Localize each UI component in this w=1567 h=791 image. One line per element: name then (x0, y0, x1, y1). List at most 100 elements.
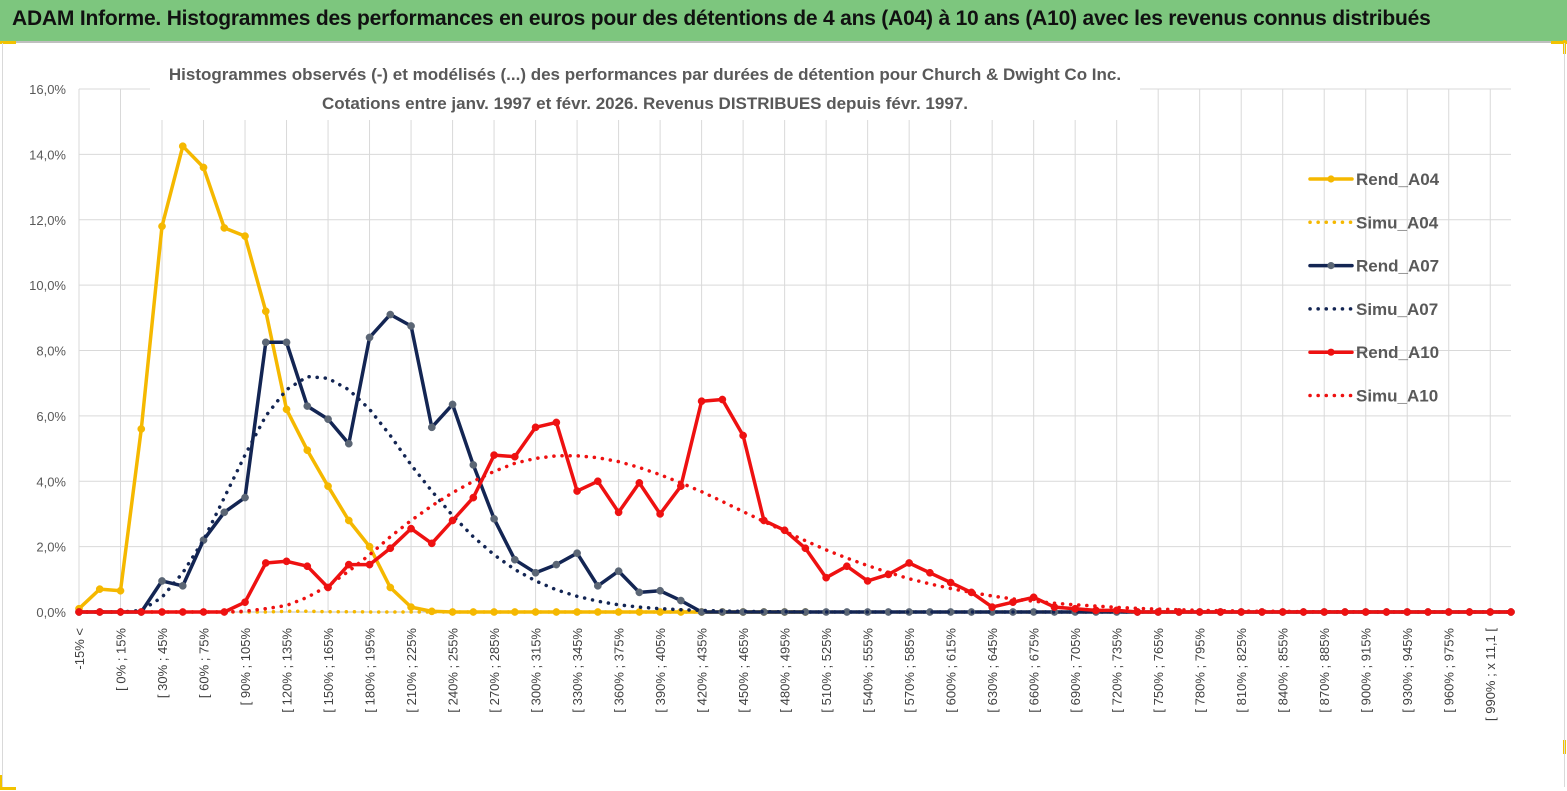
data-point-rend-a10 (531, 423, 540, 432)
y-tick-label: 8,0% (36, 344, 66, 359)
data-point-rend-a04 (199, 163, 208, 172)
data-point-rend-a04 (95, 585, 104, 593)
data-point-rend-a07 (407, 322, 415, 330)
chart-title-line2: Cotations entre janv. 1997 et févr. 2026… (322, 94, 968, 113)
data-point-rend-a10 (1071, 604, 1080, 613)
x-tick-label: [ 390% ; 405% (653, 628, 668, 713)
x-tick-label: [ 90% ; 105% (238, 628, 253, 706)
data-point-rend-a07 (158, 577, 166, 585)
data-point-rend-a04 (324, 482, 332, 491)
x-tick-label: [ 870% ; 885% (1317, 628, 1332, 713)
x-tick-label: [ 810% ; 825% (1234, 628, 1249, 713)
x-tick-label: [ 510% ; 525% (819, 628, 834, 713)
x-tick-label: [ 450% ; 465% (736, 628, 751, 713)
data-point-rend-a10 (843, 562, 851, 571)
data-point-rend-a07 (427, 423, 436, 432)
data-point-rend-a04 (261, 307, 270, 316)
data-point-rend-a10 (1133, 608, 1142, 616)
data-point-rend-a10 (261, 559, 270, 567)
series-layer (75, 142, 1515, 616)
data-point-rend-a10 (822, 573, 830, 582)
data-point-rend-a10 (739, 431, 747, 440)
data-point-rend-a10 (241, 598, 249, 607)
data-point-rend-a07 (531, 568, 540, 577)
x-tick-label: [ 600% ; 615% (944, 628, 959, 713)
data-point-rend-a10 (905, 559, 913, 567)
corner-mark-top-right (1551, 41, 1567, 44)
data-point-rend-a04 (178, 142, 187, 151)
series-line-simu-a07 (77, 374, 1513, 614)
x-tick-label: [ 720% ; 735% (1110, 628, 1125, 713)
data-point-rend-a10 (614, 508, 623, 517)
legend-label-simu-a04: Simu_A04 (1356, 213, 1439, 232)
legend-label-simu-a10: Simu_A10 (1356, 387, 1438, 406)
data-point-rend-a07 (261, 338, 270, 347)
series-line-rend-a07 (77, 312, 1513, 614)
series-line-simu-a10 (77, 454, 1513, 614)
x-tick-label: [ 750% ; 765% (1151, 628, 1166, 713)
data-point-rend-a04 (365, 542, 374, 551)
data-point-rend-a04 (386, 583, 395, 592)
data-point-rend-a04 (344, 516, 353, 525)
data-point-rend-a04 (407, 603, 415, 611)
x-tick-label: [ 300% ; 315% (529, 628, 544, 713)
data-point-rend-a07 (344, 439, 353, 448)
x-tick-label: [ 840% ; 855% (1276, 628, 1291, 713)
data-point-rend-a10 (552, 418, 561, 427)
x-tick-label: [ 60% ; 75% (197, 628, 212, 699)
x-tick-label: [ 150% ; 165% (321, 628, 336, 713)
data-point-rend-a10 (656, 510, 664, 518)
data-point-rend-a07 (448, 400, 457, 409)
data-point-rend-a10 (344, 560, 353, 569)
data-point-rend-a10 (801, 544, 810, 553)
y-axis: 0,0% 2,0% 4,0% 6,0% 8,0% 10,0% 12,0% 14,0% 16,0% (29, 82, 66, 620)
legend-marker (1327, 262, 1335, 270)
x-tick-label: [ 960% ; 975% (1442, 628, 1457, 713)
x-tick-label: [ 540% ; 555% (861, 628, 876, 713)
legend: Rend_A04 Simu_A04 Rend_A07 Simu_A07 Rend_A10… (1308, 170, 1440, 406)
data-point-rend-a04 (158, 222, 166, 231)
data-point-rend-a10 (1092, 606, 1100, 615)
y-tick-label: 14,0% (29, 147, 66, 162)
data-point-rend-a10 (469, 493, 478, 502)
data-point-rend-a04 (303, 446, 312, 455)
legend-label-rend-a10: Rend_A10 (1356, 343, 1439, 362)
data-point-rend-a10 (407, 524, 415, 533)
x-tick-label: [ 360% ; 375% (612, 628, 627, 713)
data-point-rend-a07 (469, 461, 478, 469)
data-point-rend-a10 (863, 577, 872, 585)
chart-title-line1: Histogrammes observés (-) et modélisés (… (169, 65, 1121, 84)
data-point-rend-a10 (988, 603, 997, 611)
data-point-rend-a10 (303, 562, 312, 571)
data-point-rend-a07 (365, 333, 374, 342)
gridlines (78, 88, 1511, 613)
data-point-rend-a04 (116, 586, 125, 595)
x-tick-label: [ 930% ; 945% (1400, 628, 1415, 713)
y-tick-label: 6,0% (36, 409, 66, 424)
data-point-rend-a04 (241, 232, 249, 240)
x-tick-label: [ 30% ; 45% (155, 628, 170, 699)
data-point-rend-a10 (510, 452, 519, 461)
y-tick-label: 4,0% (36, 474, 66, 489)
data-point-rend-a07 (386, 310, 395, 319)
data-point-rend-a07 (303, 402, 312, 410)
x-tick-label: [ 630% ; 645% (985, 628, 1000, 713)
data-point-rend-a07 (241, 493, 249, 502)
x-tick-label: [ 210% ; 225% (404, 628, 419, 713)
x-tick-label: [ 120% ; 135% (280, 628, 295, 713)
y-tick-label: 10,0% (29, 278, 66, 293)
x-tick-label: [ 270% ; 285% (487, 628, 502, 713)
data-point-rend-a07 (552, 560, 561, 569)
series-line-rend-a04 (77, 144, 808, 614)
report-banner: ADAM Informe. Histogrammes des performan… (0, 0, 1567, 43)
x-tick-label: [ 240% ; 255% (446, 628, 461, 713)
x-tick-label: [ 330% ; 345% (570, 628, 585, 713)
data-point-rend-a10 (448, 516, 457, 525)
data-point-rend-a10 (593, 477, 602, 486)
data-point-rend-a10 (946, 578, 955, 587)
y-tick-label: 12,0% (29, 213, 66, 228)
data-point-rend-a10 (386, 544, 395, 553)
corner-mark-top-left (0, 41, 16, 44)
data-point-rend-a10 (282, 557, 291, 566)
